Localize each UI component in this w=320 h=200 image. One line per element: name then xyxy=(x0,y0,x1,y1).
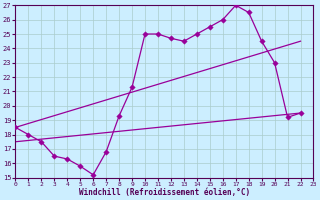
X-axis label: Windchill (Refroidissement éolien,°C): Windchill (Refroidissement éolien,°C) xyxy=(79,188,250,197)
